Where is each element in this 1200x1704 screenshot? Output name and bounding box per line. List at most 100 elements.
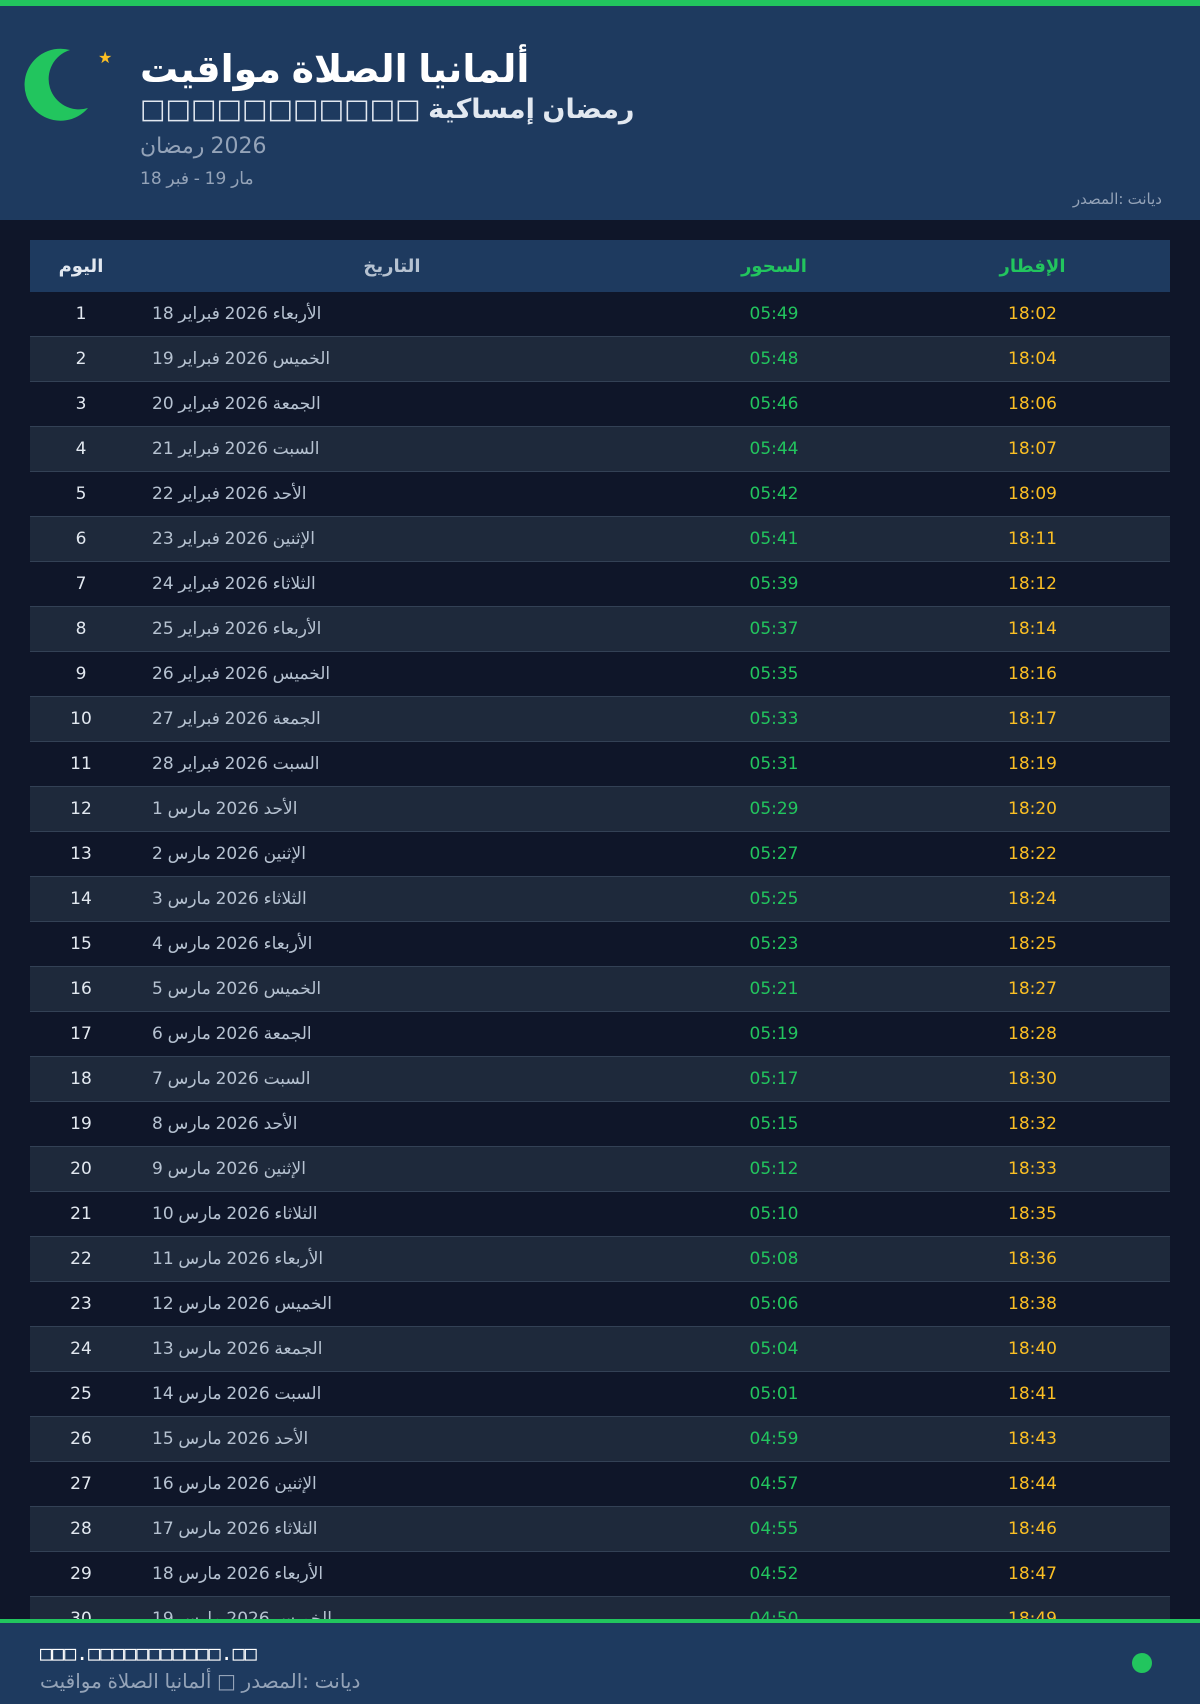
suhoor-time: 05:17: [653, 1056, 895, 1102]
table-row: 2 19 فبراير 2026 الخميس 05:48 18:04: [30, 336, 1170, 382]
iftar-time: 18:30: [895, 1056, 1170, 1102]
iftar-time: 18:16: [895, 651, 1170, 697]
suhoor-time: 05:10: [653, 1191, 895, 1237]
date-cell: 25 فبراير 2026 الأربعاء: [132, 606, 653, 652]
page-footer: □□□.□□□□□□□□□□□.□□ مواقيت الصلاة ألمانيا □ ا…: [0, 1619, 1200, 1704]
suhoor-time: 05:48: [653, 336, 895, 382]
day-cell: 1: [30, 292, 132, 337]
suhoor-time: 04:59: [653, 1416, 895, 1462]
date-cell: 7 مارس 2026 السبت: [132, 1056, 653, 1102]
table-row: 28 17 مارس 2026 الثلاثاء 04:55 18:46: [30, 1506, 1170, 1552]
day-cell: 9: [30, 651, 132, 697]
day-cell: 15: [30, 921, 132, 967]
status-dot-icon: [1132, 1653, 1152, 1673]
table-row: 10 27 فبراير 2026 الجمعة 05:33 18:17: [30, 696, 1170, 742]
iftar-time: 18:14: [895, 606, 1170, 652]
suhoor-time: 05:41: [653, 516, 895, 562]
day-cell: 5: [30, 471, 132, 517]
table-row: 18 7 مارس 2026 السبت 05:17 18:30: [30, 1056, 1170, 1102]
suhoor-time: 04:57: [653, 1461, 895, 1507]
suhoor-time: 05:12: [653, 1146, 895, 1192]
table-row: 17 6 مارس 2026 الجمعة 05:19 18:28: [30, 1011, 1170, 1057]
day-cell: 20: [30, 1146, 132, 1192]
suhoor-time: 05:39: [653, 561, 895, 607]
date-cell: 9 مارس 2026 الإثنين: [132, 1146, 653, 1192]
day-cell: 2: [30, 336, 132, 382]
date-cell: 18 فبراير 2026 الأربعاء: [132, 292, 653, 337]
date-cell: 23 فبراير 2026 الإثنين: [132, 516, 653, 562]
date-cell: 4 مارس 2026 الأربعاء: [132, 921, 653, 967]
table-row: 7 24 فبراير 2026 الثلاثاء 05:39 18:12: [30, 561, 1170, 607]
iftar-time: 18:35: [895, 1191, 1170, 1237]
table-row: 20 9 مارس 2026 الإثنين 05:12 18:33: [30, 1146, 1170, 1192]
suhoor-time: 05:46: [653, 381, 895, 427]
table-row: 16 5 مارس 2026 الخميس 05:21 18:27: [30, 966, 1170, 1012]
suhoor-time: 05:29: [653, 786, 895, 832]
day-cell: 14: [30, 876, 132, 922]
iftar-time: 18:09: [895, 471, 1170, 517]
iftar-time: 18:02: [895, 292, 1170, 337]
table-row: 6 23 فبراير 2026 الإثنين 05:41 18:11: [30, 516, 1170, 562]
suhoor-time: 05:27: [653, 831, 895, 877]
date-cell: 19 فبراير 2026 الخميس: [132, 336, 653, 382]
day-cell: 18: [30, 1056, 132, 1102]
day-cell: 3: [30, 381, 132, 427]
day-cell: 10: [30, 696, 132, 742]
table-row: 23 12 مارس 2026 الخميس 05:06 18:38: [30, 1281, 1170, 1327]
footer-website: □□□.□□□□□□□□□□□.□□: [40, 1641, 257, 1665]
table-row: 4 21 فبراير 2026 السبت 05:44 18:07: [30, 426, 1170, 472]
suhoor-time: 05:42: [653, 471, 895, 517]
iftar-time: 18:46: [895, 1506, 1170, 1552]
table-row: 22 11 مارس 2026 الأربعاء 05:08 18:36: [30, 1236, 1170, 1282]
table-row: 25 14 مارس 2026 السبت 05:01 18:41: [30, 1371, 1170, 1417]
table-row: 8 25 فبراير 2026 الأربعاء 05:37 18:14: [30, 606, 1170, 652]
suhoor-time: 05:01: [653, 1371, 895, 1417]
date-cell: 21 فبراير 2026 السبت: [132, 426, 653, 472]
iftar-time: 18:41: [895, 1371, 1170, 1417]
iftar-time: 18:36: [895, 1236, 1170, 1282]
day-cell: 11: [30, 741, 132, 787]
iftar-time: 18:11: [895, 516, 1170, 562]
suhoor-time: 05:37: [653, 606, 895, 652]
day-cell: 16: [30, 966, 132, 1012]
date-cell: 26 فبراير 2026 الخميس: [132, 651, 653, 697]
date-cell: 15 مارس 2026 الأحد: [132, 1416, 653, 1462]
day-cell: 28: [30, 1506, 132, 1552]
table-row: 19 8 مارس 2026 الأحد 05:15 18:32: [30, 1101, 1170, 1147]
crescent-moon-icon: [24, 48, 88, 121]
day-cell: 25: [30, 1371, 132, 1417]
table-row: 5 22 فبراير 2026 الأحد 05:42 18:09: [30, 471, 1170, 517]
date-range: 18 فبر -19 مار: [140, 169, 254, 189]
day-cell: 7: [30, 561, 132, 607]
iftar-time: 18:07: [895, 426, 1170, 472]
table-row: 3 20 فبراير 2026 الجمعة 05:46 18:06: [30, 381, 1170, 427]
iftar-time: 18:43: [895, 1416, 1170, 1462]
day-cell: 23: [30, 1281, 132, 1327]
table-row: 13 2 مارس 2026 الإثنين 05:27 18:22: [30, 831, 1170, 877]
iftar-time: 18:33: [895, 1146, 1170, 1192]
iftar-time: 18:19: [895, 741, 1170, 787]
day-cell: 26: [30, 1416, 132, 1462]
date-cell: 27 فبراير 2026 الجمعة: [132, 696, 653, 742]
date-cell: 10 مارس 2026 الثلاثاء: [132, 1191, 653, 1237]
day-cell: 21: [30, 1191, 132, 1237]
date-cell: 16 مارس 2026 الإثنين: [132, 1461, 653, 1507]
table-row: 11 28 فبراير 2026 السبت 05:31 18:19: [30, 741, 1170, 787]
suhoor-time: 05:33: [653, 696, 895, 742]
iftar-time: 18:28: [895, 1011, 1170, 1057]
page-title: مواقيت الصلاة ألمانيا: [140, 47, 530, 91]
date-cell: 11 مارس 2026 الأربعاء: [132, 1236, 653, 1282]
table-row: 29 18 مارس 2026 الأربعاء 04:52 18:47: [30, 1551, 1170, 1597]
suhoor-time: 05:15: [653, 1101, 895, 1147]
table-row: 21 10 مارس 2026 الثلاثاء 05:10 18:35: [30, 1191, 1170, 1237]
date-cell: 18 مارس 2026 الأربعاء: [132, 1551, 653, 1597]
header-suhoor: السحور: [653, 240, 895, 292]
day-cell: 4: [30, 426, 132, 472]
date-cell: 3 مارس 2026 الثلاثاء: [132, 876, 653, 922]
header-date: التاريخ: [132, 240, 653, 292]
day-cell: 27: [30, 1461, 132, 1507]
iftar-time: 18:38: [895, 1281, 1170, 1327]
iftar-time: 18:44: [895, 1461, 1170, 1507]
suhoor-time: 04:52: [653, 1551, 895, 1597]
iftar-time: 18:04: [895, 336, 1170, 382]
